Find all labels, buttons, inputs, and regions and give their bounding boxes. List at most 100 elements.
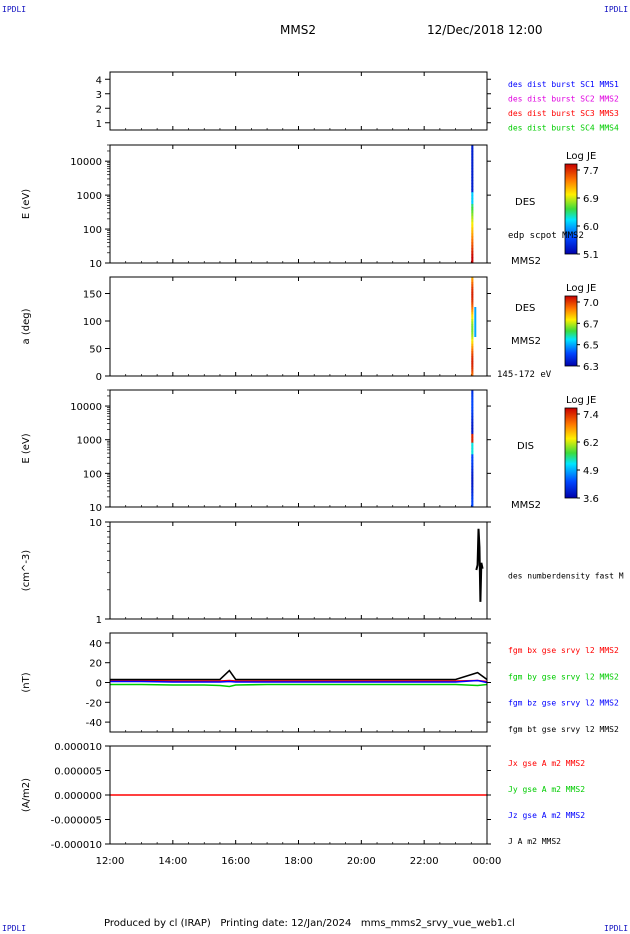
panel-des-pitch-angle-spectrogram-cell — [471, 348, 474, 352]
panel-magnetic-field-series-line — [110, 679, 488, 684]
panel-des-pitch-angle-ytick-label: 50 — [89, 345, 102, 356]
panel-dis-energy-spectrogram-cell — [471, 448, 474, 452]
panel-ephemeris-legend-entry: des dist burst SC4 MMS4 — [508, 124, 619, 133]
panel-dis-energy-spectrogram-cell — [471, 445, 474, 449]
panel-dis-energy-spectrogram-cell — [471, 480, 474, 485]
panel-des-pitch-angle-spectrogram-cell — [471, 338, 474, 342]
panel-des-pitch-angle-spectrogram-cell — [471, 286, 474, 290]
panel-dis-energy-colorbar-tick-label: 6.2 — [583, 438, 599, 449]
panel-des-energy-spectrogram-cell — [471, 233, 474, 237]
panel-ephemeris — [105, 71, 491, 131]
panel-dis-energy-side-label: DIS — [517, 441, 534, 452]
panel-des-pitch-angle-spectrogram-cell — [471, 316, 474, 320]
panel-des-pitch-angle-spectrogram-cell — [471, 289, 474, 293]
corner-label-top-left: IPDLI — [2, 5, 27, 14]
x-axis-tick-label: 16:00 — [221, 856, 250, 867]
panel-des-pitch-angle-spectrogram-cell — [471, 291, 474, 295]
panel-dis-energy-spectrogram-cell — [471, 486, 474, 490]
panel-dis-energy-spectrogram-cell — [471, 390, 474, 394]
panel-dis-energy-spectrogram-cell — [471, 504, 474, 508]
panel-des-energy-spectrogram-cell — [471, 153, 474, 158]
panel-magnetic-field — [105, 632, 491, 733]
panel-dis-energy-spectrogram-cell — [471, 468, 474, 473]
panel-des-energy-spectrogram-cell — [471, 212, 474, 217]
x-axis-tick-label: 00:00 — [473, 856, 502, 867]
panel-dis-energy-spectrogram-cell — [471, 413, 474, 417]
panel-des-energy-spectrogram-cell — [471, 215, 474, 220]
panel-magnetic-field-series-line — [110, 679, 488, 683]
panel-ephemeris-legend-entry: des dist burst SC3 MMS3 — [508, 109, 619, 118]
panel-density-ytick-label: 1 — [96, 615, 102, 626]
panel-dis-energy-spectrogram-cell — [471, 495, 474, 499]
panel-des-pitch-angle-spectrogram-cell — [471, 341, 474, 345]
panel-des-pitch-angle-spectrogram-cell — [471, 301, 474, 305]
panel-dis-energy-colorbar — [564, 407, 578, 499]
panel-current-density-legend-entry: Jy gse A m2 MMS2 — [508, 785, 585, 794]
footer-credit: Produced by cl (IRAP) Printing date: 12/… — [104, 918, 515, 929]
panel-des-energy-colorbar-tick-label: 7.7 — [583, 166, 599, 177]
panel-current-density-legend-entry: Jz gse A m2 MMS2 — [508, 811, 585, 820]
panel-des-energy-side-label: MMS2 — [511, 256, 541, 267]
panel-des-energy-spectrogram-cell — [471, 147, 474, 152]
panel-des-energy-spectrogram-cell — [471, 168, 474, 173]
panel-dis-energy-spectrogram-cell — [471, 428, 474, 432]
panel-magnetic-field-ytick-label: -20 — [86, 698, 102, 709]
panel-des-energy-ytick-label: 10 — [89, 259, 102, 270]
panel-ephemeris-legend-entry: des dist burst SC1 MMS1 — [508, 80, 619, 89]
panel-des-pitch-angle-spectrogram-cell — [471, 358, 474, 362]
panel-des-energy-spectrogram-cell — [471, 150, 474, 155]
panel-dis-energy-spectrogram-cell — [471, 471, 474, 476]
panel-dis-energy-ytick-label: 10000 — [70, 402, 102, 413]
panel-des-energy-spectrogram-cell — [471, 227, 474, 232]
panel-des-energy-spectrogram-cell — [471, 195, 474, 199]
panel-des-energy-spectrogram-cell — [471, 171, 474, 175]
panel-density-ylabel: (cm^-3) — [21, 550, 32, 591]
panel-des-energy-spectrogram-cell — [471, 165, 474, 170]
panel-ephemeris-frame — [109, 71, 488, 131]
panel-dis-energy-colorbar-tick-label: 7.4 — [583, 410, 599, 421]
panel-current-density — [105, 745, 491, 845]
panel-des-pitch-angle-spectrogram-cell — [471, 281, 474, 285]
panel-des-energy-spectrogram-cell — [471, 189, 474, 193]
panel-des-energy-spectrogram-cell — [471, 204, 474, 208]
panel-density-legend-entry: des numberdensity fast M — [508, 572, 624, 581]
panel-ephemeris-ytick-label: 4 — [96, 75, 102, 86]
panel-des-pitch-angle-spectrogram-cell — [471, 296, 474, 300]
panel-des-energy-spectrogram-cell — [471, 224, 474, 229]
panel-des-pitch-angle-side-label: 145-172 eV — [497, 370, 552, 380]
panel-des-pitch-angle-spectrogram-cell — [471, 314, 474, 318]
x-axis-tick-label: 14:00 — [158, 856, 187, 867]
panel-dis-energy-spectrogram-cell — [471, 474, 474, 479]
panel-dis-energy-spectrogram-cell — [471, 451, 474, 455]
panel-des-energy-spectrogram-cell — [471, 192, 474, 196]
panel-des-energy-spectrogram-cell — [471, 221, 474, 226]
panel-des-energy-spectrogram-cell — [471, 251, 474, 255]
x-axis-tick-label: 18:00 — [284, 856, 313, 867]
panel-magnetic-field-legend-entry: fgm bt gse srvy l2 MMS2 — [508, 725, 619, 734]
panel-des-pitch-angle-spectrogram-cell — [471, 311, 474, 315]
panel-magnetic-field-legend-entry: fgm bz gse srvy l2 MMS2 — [508, 699, 619, 708]
panel-des-energy-spectrogram-cell — [471, 206, 474, 211]
panel-des-energy-spectrogram-cell — [471, 257, 474, 261]
panel-dis-energy-side-label: MMS2 — [511, 500, 541, 511]
panel-ephemeris-ytick-label: 3 — [96, 90, 102, 101]
panel-dis-energy-spectrogram-cell — [471, 483, 474, 488]
panel-magnetic-field-frame — [109, 632, 488, 733]
panel-des-pitch-angle-spectrogram-cell — [471, 353, 474, 357]
panel-des-pitch-angle-colorbar-tick-label: 6.7 — [583, 319, 599, 330]
panel-dis-energy-spectrogram-cell — [471, 466, 474, 470]
panel-magnetic-field-ytick-label: -40 — [86, 718, 102, 729]
panel-magnetic-field-ytick-label: 20 — [89, 659, 102, 670]
panel-density-series-line — [475, 528, 484, 602]
panel-des-energy-spectrogram-cell — [471, 245, 474, 249]
panel-des-pitch-angle-spectrogram-cell — [471, 304, 474, 308]
panel-dis-energy-spectrogram-cell — [471, 460, 474, 464]
panel-des-pitch-angle-ytick-label: 150 — [83, 290, 102, 301]
panel-current-density-ytick-label: -0.000005 — [51, 816, 102, 827]
panel-des-pitch-angle-colorbar-title: Log JE — [566, 283, 596, 294]
panel-dis-energy-spectrogram-cell — [471, 436, 474, 441]
panel-dis-energy-spectrogram-cell — [471, 407, 474, 411]
panel-dis-energy-spectrogram-cell — [471, 442, 474, 447]
panel-dis-energy-spectrogram-cell — [471, 489, 474, 493]
panel-des-energy-spectrogram-cell — [471, 248, 474, 252]
